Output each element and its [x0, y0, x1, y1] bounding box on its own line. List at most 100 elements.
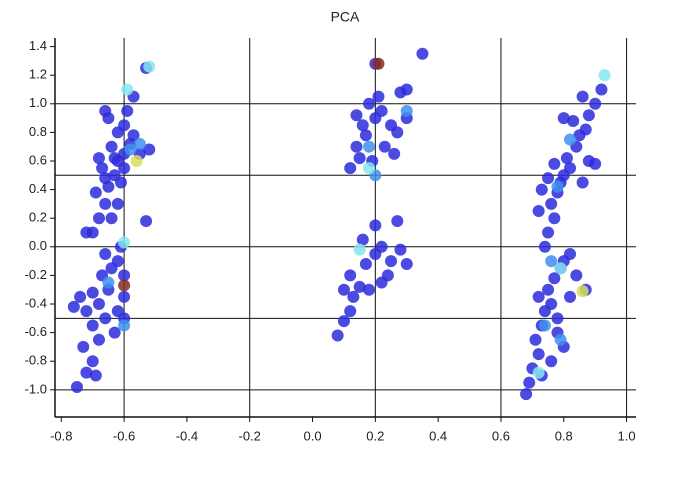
x-tick-label: -0.8	[50, 428, 72, 443]
point	[554, 333, 567, 346]
point	[133, 137, 146, 150]
point	[545, 197, 558, 210]
point	[96, 162, 109, 175]
y-tick-label: -0.8	[25, 353, 47, 368]
point	[545, 255, 558, 268]
point	[557, 112, 570, 125]
point	[598, 69, 611, 82]
point	[124, 143, 137, 156]
point	[535, 183, 548, 196]
point	[570, 269, 583, 282]
point	[337, 315, 350, 328]
point	[118, 162, 131, 175]
point	[353, 280, 366, 293]
point	[118, 119, 131, 132]
point	[589, 97, 602, 110]
point	[347, 290, 360, 303]
point	[140, 215, 153, 228]
point	[99, 104, 112, 117]
point	[372, 57, 385, 70]
point	[554, 262, 567, 275]
point	[111, 255, 124, 268]
point	[127, 129, 140, 142]
point	[576, 285, 589, 298]
point	[121, 83, 134, 96]
point	[80, 366, 93, 379]
point	[86, 319, 99, 332]
point	[118, 290, 131, 303]
point	[548, 272, 561, 285]
point	[560, 152, 573, 165]
point	[99, 312, 112, 325]
point	[523, 376, 536, 389]
y-tick-label: 1.4	[29, 38, 47, 53]
x-tick-label: 0.4	[429, 428, 447, 443]
point	[375, 104, 388, 117]
point	[102, 276, 115, 289]
point	[359, 257, 372, 270]
point	[564, 162, 577, 175]
point	[74, 290, 87, 303]
point	[344, 269, 357, 282]
point	[359, 129, 372, 142]
point	[89, 186, 102, 199]
point	[108, 326, 121, 339]
point	[363, 162, 376, 175]
y-tick-label: 0.6	[29, 152, 47, 167]
point	[331, 329, 344, 342]
point	[105, 212, 118, 225]
point	[363, 140, 376, 153]
point	[363, 283, 376, 296]
point	[118, 319, 131, 332]
point	[381, 269, 394, 282]
point	[589, 157, 602, 170]
y-tick-label: -0.4	[25, 295, 47, 310]
point	[548, 157, 561, 170]
point	[532, 290, 545, 303]
point	[356, 119, 369, 132]
point	[67, 300, 80, 313]
point	[80, 226, 93, 239]
point	[92, 212, 105, 225]
point	[105, 140, 118, 153]
point	[130, 154, 143, 167]
point	[143, 143, 156, 156]
point	[99, 197, 112, 210]
point	[576, 176, 589, 189]
point	[529, 333, 542, 346]
point	[542, 283, 555, 296]
point	[118, 236, 131, 249]
point	[86, 286, 99, 299]
point	[143, 60, 156, 73]
point	[350, 140, 363, 153]
point	[538, 319, 551, 332]
point	[385, 255, 398, 268]
point	[545, 298, 558, 311]
point	[350, 109, 363, 122]
point	[118, 269, 131, 282]
point	[344, 305, 357, 318]
point	[118, 279, 131, 292]
point	[92, 152, 105, 165]
point	[542, 226, 555, 239]
point	[92, 333, 105, 346]
point	[344, 162, 357, 175]
point	[372, 90, 385, 103]
point	[111, 197, 124, 210]
point	[548, 212, 561, 225]
y-tick-label: 1.0	[29, 95, 47, 110]
point	[99, 247, 112, 260]
x-tick-label: 1.0	[618, 428, 636, 443]
y-tick-label: 0.2	[29, 210, 47, 225]
y-tick-label: -0.6	[25, 324, 47, 339]
x-tick-label: 0.8	[555, 428, 573, 443]
point	[70, 380, 83, 393]
x-tick-label: -0.6	[113, 428, 135, 443]
point	[551, 180, 564, 193]
x-tick-label: -0.2	[239, 428, 261, 443]
point	[80, 305, 93, 318]
point	[564, 290, 577, 303]
point	[92, 298, 105, 311]
